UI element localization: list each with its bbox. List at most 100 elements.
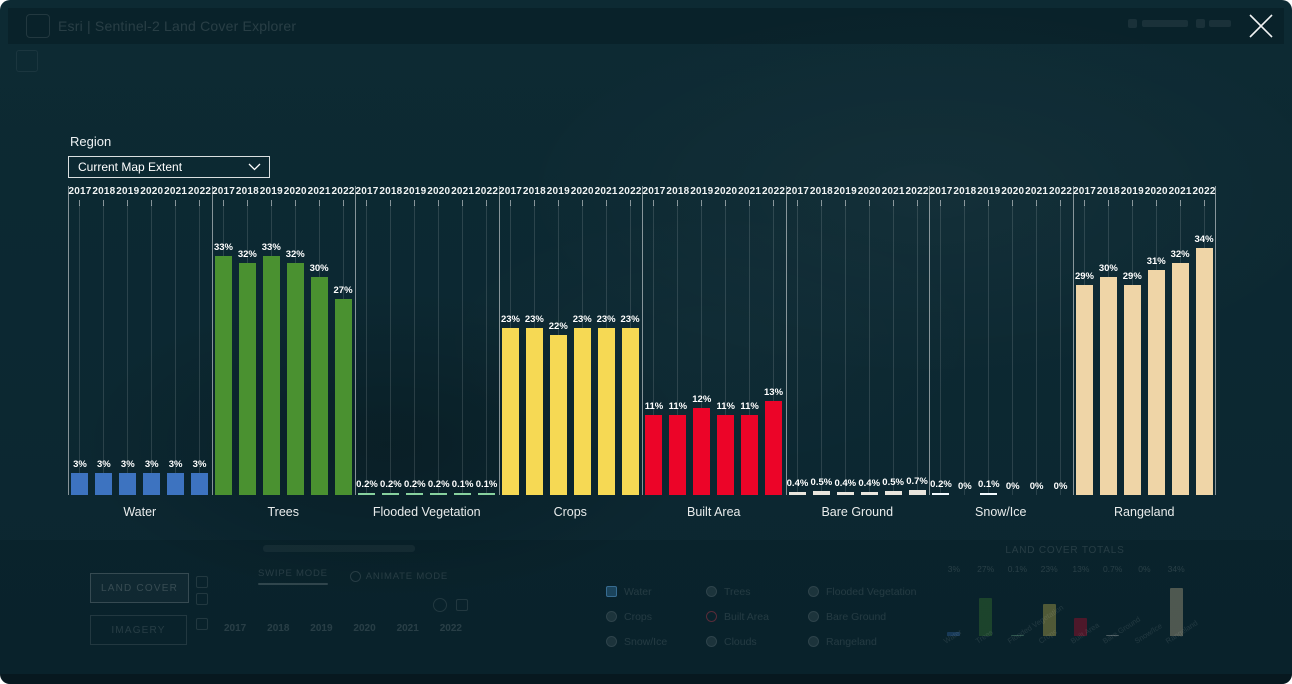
column-gridline	[199, 205, 201, 495]
axis-tick	[1036, 200, 1038, 206]
bar-bare-ground-2022[interactable]	[908, 490, 926, 495]
year-label: 2022	[1192, 186, 1216, 197]
radio-icon	[606, 611, 617, 622]
totals-percent-row: 3% 27% 0.1% 23% 13% 0.7% 0% 34%	[938, 564, 1192, 574]
bar-flooded-vegetation-2020[interactable]	[430, 493, 448, 495]
bar-value-label: 29%	[1122, 271, 1142, 282]
bar-flooded-vegetation-2022[interactable]	[478, 493, 496, 495]
bar-trees-2021[interactable]	[310, 277, 328, 495]
bar-water-2021[interactable]	[167, 473, 185, 495]
timeline-year-label: 2018	[267, 623, 290, 634]
axis-tick	[796, 200, 798, 206]
axis-tick	[701, 200, 703, 206]
bar-rangeland-2021[interactable]	[1171, 263, 1189, 495]
bar-snow-ice-2017[interactable]	[932, 493, 950, 495]
bar-value-label: 32%	[285, 249, 305, 260]
bar-bare-ground-2021[interactable]	[884, 491, 902, 495]
layer-radio-label: Bare Ground	[826, 610, 887, 623]
bar-trees-2017[interactable]	[214, 256, 232, 495]
bar-snow-ice-2019[interactable]	[980, 493, 998, 495]
column-gridline	[151, 205, 153, 495]
bar-flooded-vegetation-2021[interactable]	[454, 493, 472, 495]
bar-crops-2020[interactable]	[573, 328, 591, 495]
layer-radio-trees: Trees	[706, 579, 808, 604]
bar-water-2020[interactable]	[143, 473, 161, 495]
year-label: 2017	[498, 186, 522, 197]
region-select[interactable]: Current Map Extent	[68, 156, 270, 178]
bar-value-label: 11%	[668, 401, 688, 412]
bar-water-2017[interactable]	[71, 473, 89, 495]
year-label: 2017	[785, 186, 809, 197]
year-label: 2022	[188, 186, 212, 197]
column-gridline	[127, 205, 129, 495]
close-icon[interactable]	[1244, 9, 1278, 43]
bar-flooded-vegetation-2019[interactable]	[406, 493, 424, 495]
bar-rangeland-2020[interactable]	[1147, 270, 1165, 495]
axis-tick	[581, 200, 583, 206]
bar-built-area-2019[interactable]	[693, 408, 711, 495]
axis-tick	[366, 200, 368, 206]
bar-value-label: 0%	[1005, 481, 1020, 492]
axis-tick	[892, 200, 894, 206]
bar-trees-2019[interactable]	[262, 256, 280, 495]
year-label: 2019	[977, 186, 1001, 197]
bar-trees-2018[interactable]	[238, 263, 256, 495]
bar-crops-2018[interactable]	[525, 328, 543, 495]
axis-tick	[246, 200, 248, 206]
bar-value-label: 27%	[333, 285, 353, 296]
bar-bare-ground-2020[interactable]	[860, 492, 878, 495]
bar-rangeland-2019[interactable]	[1123, 285, 1141, 495]
bar-bare-ground-2019[interactable]	[836, 492, 854, 495]
mode-tab-label: SWIPE MODE	[258, 568, 328, 579]
bar-built-area-2018[interactable]	[669, 415, 687, 495]
bar-bare-ground-2017[interactable]	[788, 492, 806, 495]
bar-crops-2019[interactable]	[549, 335, 567, 495]
bar-rangeland-2022[interactable]	[1195, 248, 1213, 495]
bar-built-area-2020[interactable]	[717, 415, 735, 495]
year-label: 2021	[451, 186, 475, 197]
bottom-control-panel	[0, 540, 1292, 674]
bar-flooded-vegetation-2018[interactable]	[382, 493, 400, 495]
bar-built-area-2021[interactable]	[741, 415, 759, 495]
mode-tab-swipe-mode: SWIPE MODE	[258, 568, 328, 585]
category-label: Snow/Ice	[975, 505, 1027, 519]
bar-water-2019[interactable]	[119, 473, 137, 495]
year-label: 2020	[857, 186, 881, 197]
year-label: 2017	[929, 186, 953, 197]
bar-flooded-vegetation-2017[interactable]	[358, 493, 376, 495]
column-gridline	[79, 205, 81, 495]
year-label: 2020	[1001, 186, 1025, 197]
mode-tab-animate-mode: ANIMATE MODE	[349, 568, 448, 585]
bar-rangeland-2017[interactable]	[1075, 285, 1093, 495]
totals-percent-label: 23%	[1040, 564, 1058, 574]
year-label: 2018	[379, 186, 403, 197]
year-label: 2020	[283, 186, 307, 197]
bar-water-2022[interactable]	[191, 473, 209, 495]
column-gridline	[1012, 205, 1014, 495]
bar-crops-2017[interactable]	[501, 328, 519, 495]
bar-water-2018[interactable]	[95, 473, 113, 495]
bar-value-label: 0.7%	[906, 476, 928, 487]
bar-built-area-2022[interactable]	[765, 401, 783, 495]
bar-value-label: 23%	[500, 314, 520, 325]
totals-bar-water	[947, 632, 961, 636]
bar-rangeland-2018[interactable]	[1099, 277, 1117, 495]
category-label: Water	[123, 505, 157, 519]
column-gridline	[103, 205, 105, 495]
bar-built-area-2017[interactable]	[645, 415, 663, 495]
timeline-years: 2017 2018 2019 2020 2021 2022	[224, 623, 462, 634]
year-label: 2019	[1120, 186, 1144, 197]
bar-trees-2022[interactable]	[334, 299, 352, 495]
layer-radio-flooded-vegetation: Flooded Vegetation	[808, 579, 940, 604]
axis-tick	[653, 200, 655, 206]
bar-crops-2022[interactable]	[621, 328, 639, 495]
column-gridline	[175, 205, 177, 495]
bar-trees-2020[interactable]	[286, 263, 304, 495]
bar-value-label: 0.1%	[451, 479, 474, 490]
year-label: 2017	[211, 186, 235, 197]
totals-bar-built-area	[1074, 618, 1088, 636]
bar-bare-ground-2018[interactable]	[812, 491, 830, 495]
totals-category-names: Water Trees Flooded Vegetation Crops Built A…	[938, 603, 1200, 654]
layer-radio-label: Water	[624, 585, 652, 598]
bar-crops-2021[interactable]	[597, 328, 615, 495]
